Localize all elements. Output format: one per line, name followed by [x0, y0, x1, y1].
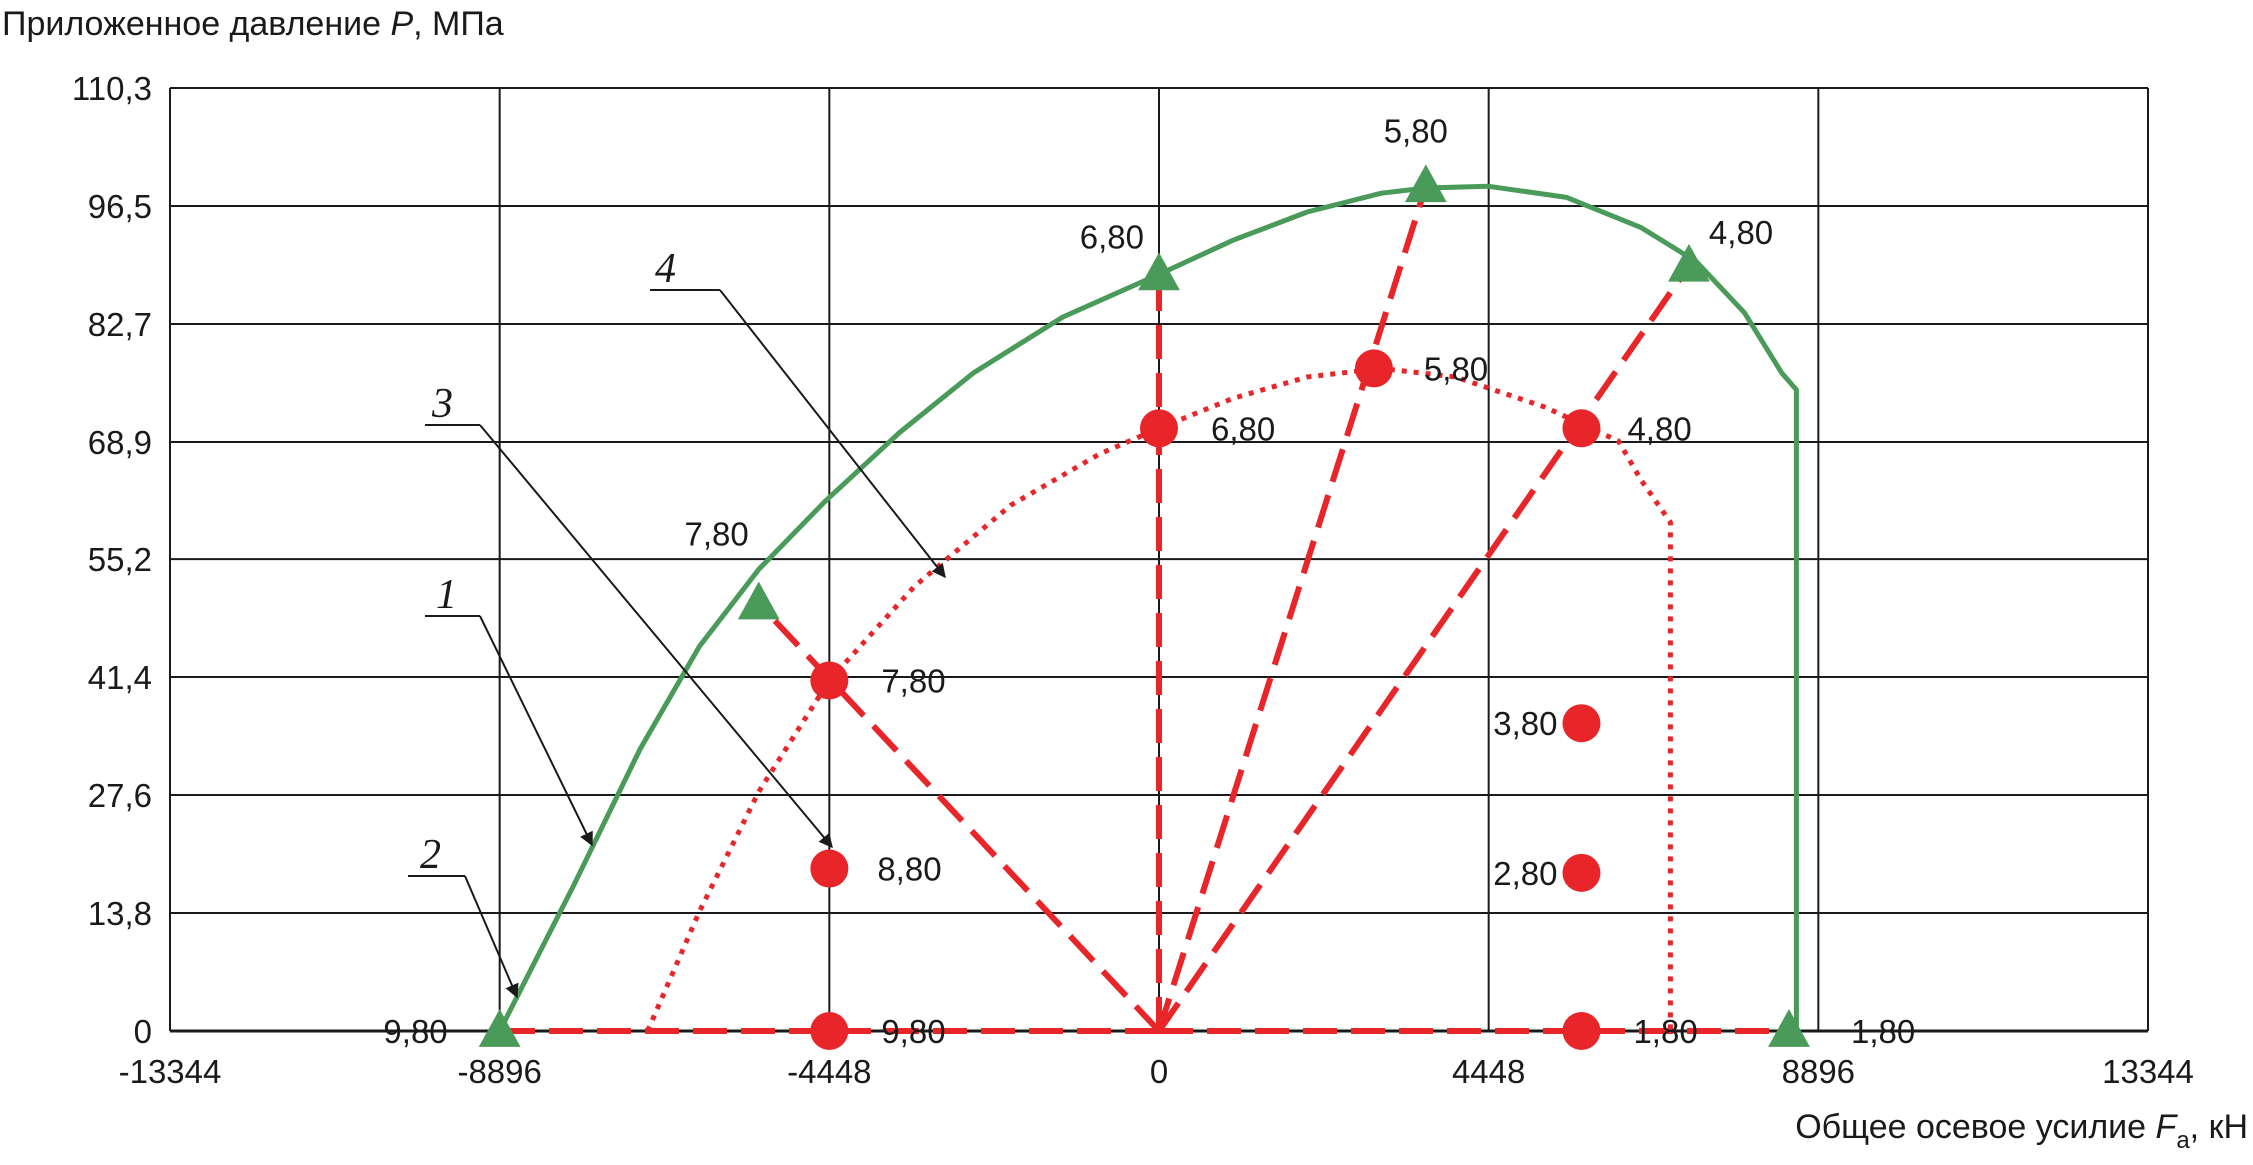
x-axis-title: Общее осевое усилие Fa, кН [1795, 1108, 2248, 1154]
outer-envelope-line [497, 183, 1799, 1033]
triangle-marker [1138, 252, 1180, 291]
circle-marker [810, 1012, 849, 1050]
inner-envelope-line [645, 365, 1673, 1032]
circle-marker [1562, 704, 1601, 743]
y-tick-label: 110,3 [72, 70, 152, 107]
point-label: 9,80 [383, 1013, 447, 1050]
circle-marker [1562, 853, 1601, 892]
point-label: 2,80 [1493, 855, 1557, 892]
point-label: 1,80 [1633, 1013, 1697, 1050]
point-label: 6,80 [1080, 218, 1144, 255]
triangle-marker [737, 581, 780, 620]
y-tick-label: 68,9 [88, 424, 152, 461]
dashed-ray [1156, 264, 1692, 1033]
svg-text:1: 1 [436, 572, 457, 618]
point-label: 3,80 [1493, 705, 1557, 742]
triangle-marker [1404, 164, 1447, 203]
x-tick-label: -13344 [119, 1053, 222, 1090]
x-tick-label: -8896 [457, 1053, 541, 1090]
point-label: 4,80 [1627, 410, 1691, 447]
x-tick-label: 13344 [2102, 1053, 2194, 1090]
circle-marker [1562, 409, 1601, 448]
y-tick-label: 13,8 [88, 895, 152, 932]
point-label: 1,80 [1851, 1013, 1915, 1050]
y-axis-title: Приложенное давление P, МПа [2, 5, 504, 43]
circle-marker [1562, 1012, 1601, 1050]
point-label: 9,80 [881, 1013, 945, 1050]
point-label: 6,80 [1211, 410, 1275, 447]
circle-marker [1354, 349, 1393, 388]
circle-marker [810, 849, 849, 888]
callout-2: 2 [408, 832, 519, 999]
triangle-marker [1668, 243, 1710, 282]
callout-3: 3 [425, 381, 833, 849]
circle-marker [1140, 409, 1178, 448]
series: 9,80 7,80 6,80 5,80 4,80 1,80 7,80 6,80 5,80 4,80… [383, 112, 1915, 1050]
point-label: 7,80 [881, 662, 945, 699]
point-label: 8,80 [877, 851, 941, 888]
point-label: 4,80 [1709, 214, 1773, 251]
grid [169, 87, 2149, 1033]
x-tick-label: -4448 [787, 1053, 871, 1090]
circle-marker [810, 661, 849, 700]
triangle-marker [478, 1009, 521, 1047]
y-tick-label: 27,6 [88, 777, 152, 814]
svg-text:2: 2 [420, 832, 441, 878]
x-tick-label: 0 [1150, 1053, 1168, 1090]
tick-labels: 0 13,8 27,6 41,4 55,2 68,9 82,7 96,5 110,3 -13344… [72, 70, 2194, 1090]
point-label: 5,80 [1384, 112, 1448, 149]
y-tick-label: 0 [134, 1013, 152, 1050]
y-tick-label: 82,7 [88, 306, 152, 343]
callout-1: 1 [425, 572, 593, 847]
y-tick-label: 96,5 [88, 188, 152, 225]
callout-4: 4 [650, 246, 946, 579]
svg-text:3: 3 [431, 381, 453, 427]
point-label: 5,80 [1424, 350, 1488, 387]
y-tick-label: 41,4 [88, 659, 152, 696]
x-tick-label: 8896 [1782, 1053, 1855, 1090]
point-label: 7,80 [685, 516, 749, 553]
svg-text:4: 4 [655, 246, 676, 292]
x-tick-label: 4448 [1452, 1053, 1525, 1090]
triangle-marker [1768, 1009, 1810, 1047]
dashed-ray [1156, 185, 1429, 1032]
y-tick-label: 55,2 [88, 541, 152, 578]
